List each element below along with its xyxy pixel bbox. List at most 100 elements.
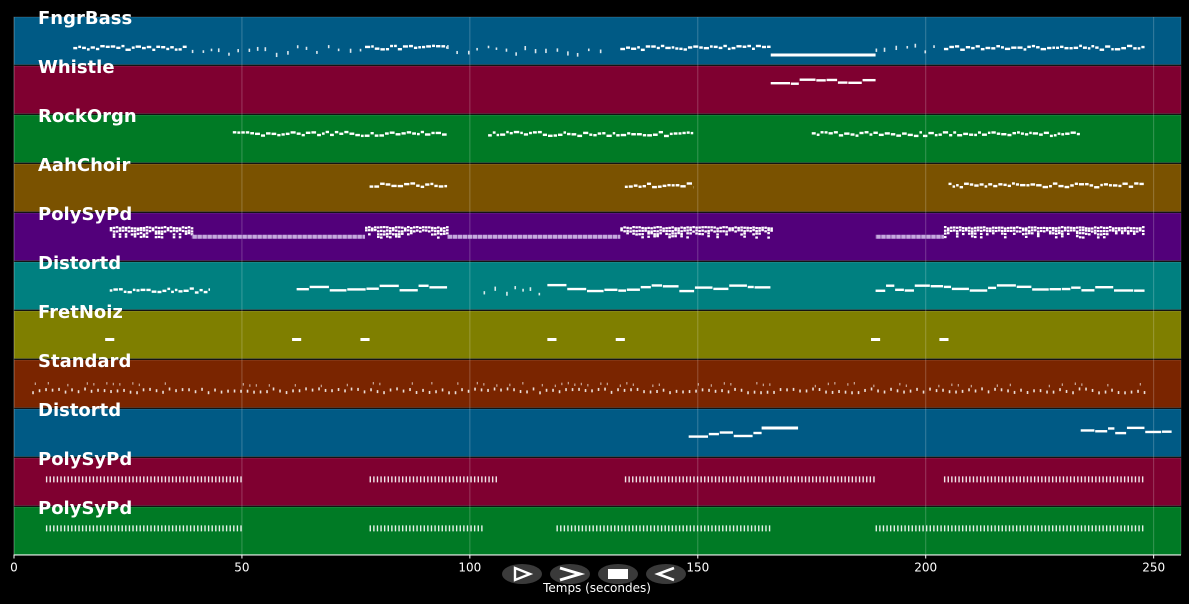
note [792, 387, 795, 391]
note [140, 288, 146, 292]
stop-button[interactable] [598, 564, 638, 584]
note [704, 226, 707, 229]
note [693, 45, 699, 48]
note [922, 525, 924, 532]
note [380, 233, 383, 236]
note [1071, 286, 1081, 289]
note [376, 390, 379, 394]
note-gap [547, 234, 548, 240]
note [419, 525, 422, 532]
note [692, 230, 695, 233]
note [1105, 525, 1108, 532]
note [411, 382, 413, 385]
note [412, 525, 415, 532]
note [1001, 133, 1007, 136]
note [245, 131, 250, 134]
note [360, 338, 370, 341]
note [591, 389, 593, 393]
note [650, 525, 652, 532]
note [567, 132, 571, 136]
note [1123, 229, 1127, 232]
note [383, 525, 386, 532]
note [656, 226, 659, 229]
note [1048, 525, 1050, 532]
note [951, 476, 953, 483]
note [379, 134, 384, 137]
note [110, 45, 116, 48]
note [337, 388, 340, 392]
note-segment [556, 525, 771, 532]
note [689, 226, 692, 229]
note [488, 134, 492, 137]
note [722, 230, 725, 233]
note [961, 229, 965, 232]
note [1026, 391, 1029, 395]
note [81, 476, 84, 483]
note [399, 289, 418, 292]
note-segment [620, 44, 771, 52]
note [194, 291, 199, 294]
note [172, 227, 176, 230]
transport-controls[interactable] [502, 564, 686, 584]
note [416, 184, 420, 187]
note-gap [216, 234, 218, 240]
note [377, 226, 380, 229]
note [248, 48, 251, 52]
fast-forward-icon [559, 566, 586, 582]
note [675, 389, 678, 393]
note [1012, 232, 1016, 235]
note [514, 286, 517, 290]
note [610, 525, 612, 532]
note [169, 226, 173, 229]
note [1036, 46, 1040, 49]
note [398, 233, 401, 236]
note [668, 525, 670, 532]
note [1120, 230, 1124, 233]
note [118, 288, 123, 291]
play-button[interactable] [502, 564, 542, 584]
note [491, 476, 494, 483]
note [229, 525, 231, 532]
note [752, 226, 755, 229]
note [776, 476, 778, 483]
note [199, 288, 203, 292]
note [329, 289, 347, 292]
note [494, 286, 497, 291]
note [635, 230, 638, 233]
stop-icon [608, 569, 628, 579]
note [1077, 525, 1079, 532]
note [404, 229, 407, 232]
note [334, 130, 339, 134]
note [290, 131, 296, 134]
note [929, 525, 931, 532]
note [844, 476, 846, 483]
note [701, 229, 704, 232]
rewind-button[interactable] [646, 564, 686, 584]
note [574, 383, 576, 386]
note [1132, 230, 1136, 233]
note [412, 132, 416, 135]
note [1127, 525, 1129, 532]
note [1015, 226, 1019, 229]
note [1111, 229, 1115, 232]
note [825, 390, 827, 394]
fast-forward-button[interactable] [550, 564, 590, 584]
note [671, 232, 674, 235]
note [722, 525, 724, 532]
note-segment [296, 284, 448, 292]
note [686, 182, 693, 185]
note-gap [326, 234, 328, 240]
note [240, 525, 242, 532]
note [268, 384, 270, 387]
note [401, 132, 406, 135]
note [145, 235, 149, 238]
note [768, 525, 771, 532]
note [1039, 389, 1042, 393]
note [909, 389, 912, 393]
note [103, 389, 106, 393]
note [1009, 383, 1011, 387]
note [770, 229, 773, 232]
note [1113, 525, 1115, 532]
note [285, 391, 288, 395]
note [429, 286, 448, 289]
